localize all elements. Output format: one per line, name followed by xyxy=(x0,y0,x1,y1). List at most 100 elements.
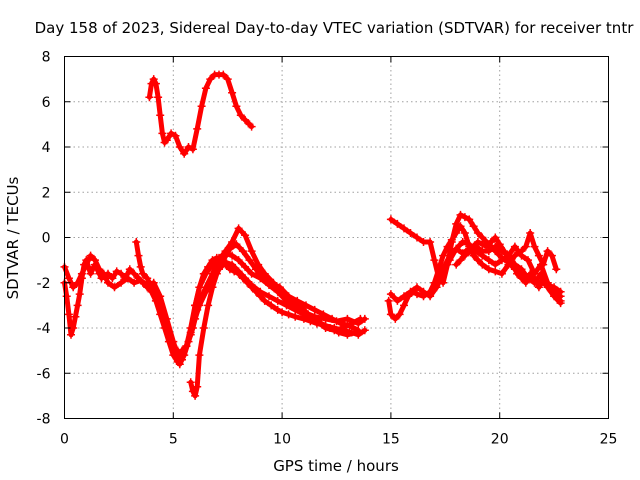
data-point xyxy=(73,301,82,310)
data-point xyxy=(328,314,337,323)
data-point xyxy=(439,278,448,287)
x-tick-label: 20 xyxy=(491,432,509,448)
data-point xyxy=(273,305,282,314)
data-point xyxy=(469,242,478,251)
data-point xyxy=(469,222,478,231)
data-point xyxy=(162,136,171,145)
data-point xyxy=(510,242,519,251)
data-point xyxy=(508,260,517,269)
data-point xyxy=(175,360,184,369)
data-point xyxy=(460,213,469,222)
data-point xyxy=(556,287,565,296)
data-point xyxy=(256,287,265,296)
y-tick-label: 6 xyxy=(42,95,51,111)
data-point xyxy=(164,328,173,337)
data-point xyxy=(193,382,202,391)
data-point xyxy=(393,219,402,228)
data-point xyxy=(452,219,461,228)
data-point xyxy=(469,251,478,260)
data-point xyxy=(534,283,543,292)
data-point xyxy=(478,233,487,242)
data-point xyxy=(291,312,300,321)
data-point xyxy=(69,324,78,332)
data-point xyxy=(247,122,256,131)
data-point xyxy=(241,115,250,124)
x-tick-label: 0 xyxy=(60,432,69,448)
y-tick-label: -6 xyxy=(37,366,51,382)
data-point xyxy=(158,129,167,138)
data-point xyxy=(517,274,526,283)
data-point xyxy=(171,131,180,140)
data-point xyxy=(391,314,400,323)
data-point xyxy=(178,351,186,360)
data-point xyxy=(241,231,250,240)
data-point xyxy=(228,251,237,260)
data-point xyxy=(236,111,245,120)
x-tick-label: 25 xyxy=(600,432,618,448)
data-point xyxy=(406,287,415,296)
data-point xyxy=(123,274,132,283)
data-point xyxy=(293,296,302,305)
data-point xyxy=(193,124,202,133)
series-trace-4 xyxy=(186,240,363,400)
data-point xyxy=(156,111,165,120)
data-point xyxy=(206,75,215,84)
data-point xyxy=(71,312,80,321)
data-point xyxy=(201,287,210,296)
data-point xyxy=(241,262,250,271)
y-tick-label: -4 xyxy=(37,321,51,337)
data-point xyxy=(413,233,421,242)
data-point xyxy=(184,143,193,151)
data-point xyxy=(317,319,326,328)
data-point xyxy=(334,328,343,337)
data-point xyxy=(238,247,247,256)
data-point xyxy=(521,278,530,287)
data-point xyxy=(443,242,452,251)
data-point xyxy=(478,251,487,260)
x-axis-label: GPS time / hours xyxy=(273,457,399,475)
data-point xyxy=(199,324,208,332)
data-point xyxy=(247,281,256,289)
data-point xyxy=(228,88,237,97)
data-point xyxy=(491,233,500,242)
data-point xyxy=(497,269,506,278)
data-point xyxy=(430,278,439,287)
data-point xyxy=(537,269,545,278)
data-point xyxy=(86,269,95,278)
data-point xyxy=(510,251,519,260)
data-point xyxy=(201,84,210,93)
data-point xyxy=(343,314,352,323)
y-tick-label: 0 xyxy=(42,231,51,247)
data-point xyxy=(234,224,243,233)
y-tick-label: 8 xyxy=(42,50,51,66)
data-point xyxy=(336,319,345,328)
data-point xyxy=(310,305,319,314)
data-point xyxy=(73,278,82,287)
data-point xyxy=(491,267,500,276)
data-point xyxy=(145,93,154,102)
data-point xyxy=(439,251,448,260)
data-point xyxy=(247,269,256,278)
data-point xyxy=(82,260,91,269)
data-point xyxy=(195,301,204,310)
data-point xyxy=(456,222,465,231)
data-point xyxy=(543,278,552,287)
data-point xyxy=(547,287,556,296)
data-point xyxy=(260,296,269,305)
data-point xyxy=(465,247,474,256)
data-point xyxy=(491,247,500,256)
data-point xyxy=(91,256,99,265)
data-point xyxy=(208,276,217,285)
data-point xyxy=(225,244,234,253)
data-point xyxy=(452,260,461,269)
data-point xyxy=(434,265,443,274)
data-point xyxy=(186,328,195,337)
data-point xyxy=(130,269,139,278)
data-point xyxy=(241,274,250,283)
data-point xyxy=(302,301,310,310)
data-point xyxy=(219,70,228,79)
data-point xyxy=(232,102,241,111)
data-point xyxy=(258,274,267,283)
series-trace-11 xyxy=(452,233,565,305)
